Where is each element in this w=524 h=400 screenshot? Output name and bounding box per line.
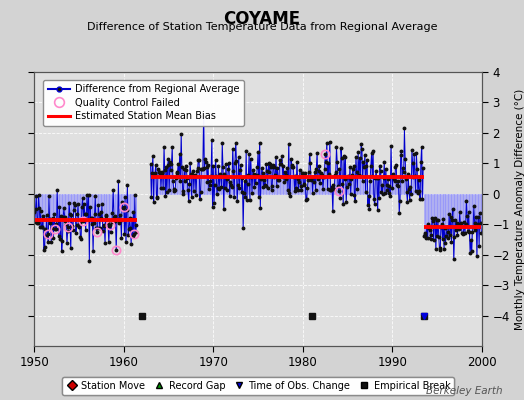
Text: Berkeley Earth: Berkeley Earth — [427, 386, 503, 396]
Legend: Station Move, Record Gap, Time of Obs. Change, Empirical Break: Station Move, Record Gap, Time of Obs. C… — [62, 377, 454, 394]
Y-axis label: Monthly Temperature Anomaly Difference (°C): Monthly Temperature Anomaly Difference (… — [516, 88, 524, 330]
Text: COYAME: COYAME — [223, 10, 301, 28]
Text: Difference of Station Temperature Data from Regional Average: Difference of Station Temperature Data f… — [87, 22, 437, 32]
